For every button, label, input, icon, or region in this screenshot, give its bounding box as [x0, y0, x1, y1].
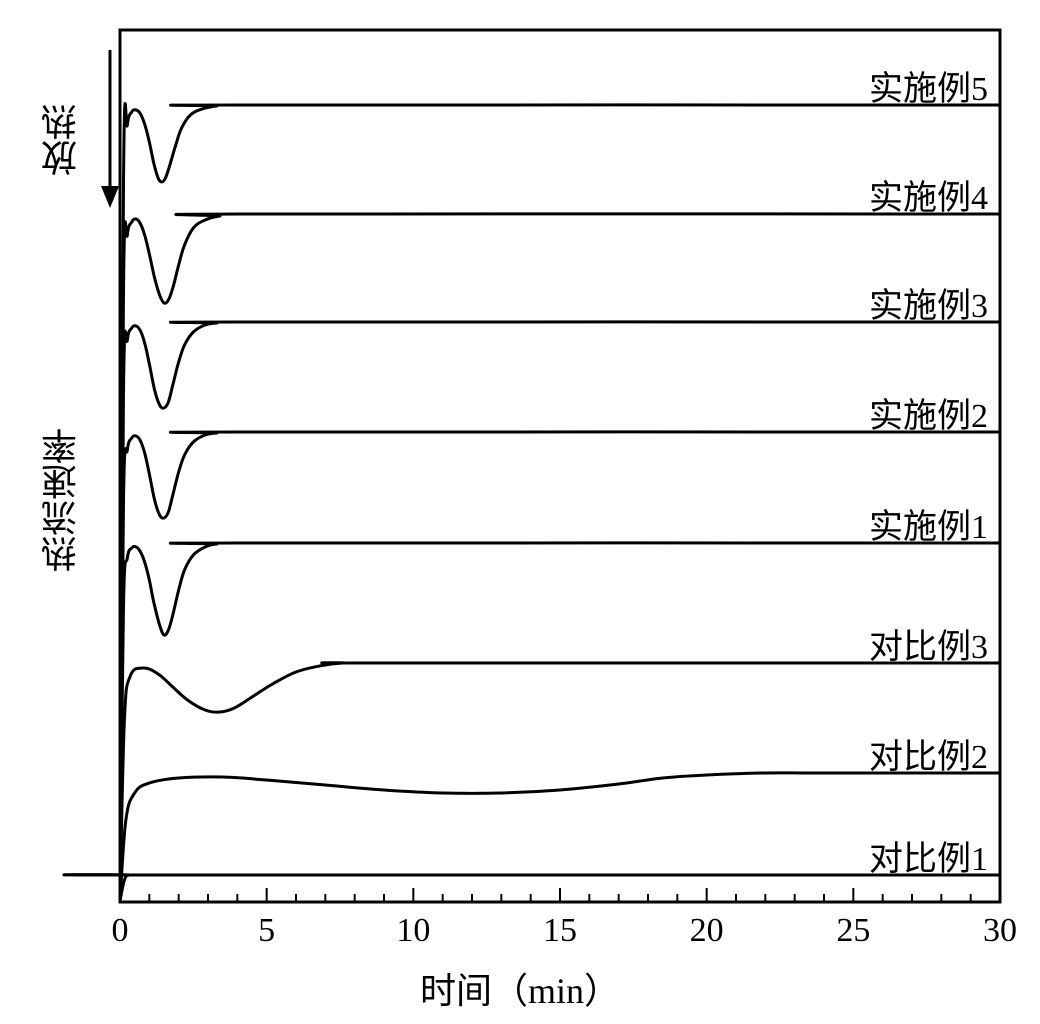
x-tick-label: 15	[520, 912, 600, 950]
series-label-对比例3: 对比例3	[869, 619, 988, 668]
x-tick-label: 0	[80, 912, 160, 950]
x-tick-label: 30	[960, 912, 1040, 950]
x-tick-label: 5	[227, 912, 307, 950]
x-tick-label: 20	[667, 912, 747, 950]
series-label-实施例3: 实施例3	[869, 278, 988, 327]
x-tick-label: 10	[373, 912, 453, 950]
series-label-实施例2: 实施例2	[869, 388, 988, 437]
y-axis-label-top: 放热	[36, 60, 88, 220]
series-label-实施例1: 实施例1	[869, 499, 988, 548]
series-label-实施例5: 实施例5	[869, 61, 988, 110]
series-label-对比例2: 对比例2	[869, 729, 988, 778]
y-axis-label-bottom: 热流速率	[36, 370, 88, 630]
x-axis-label: 时间（min）	[0, 962, 1040, 1014]
series-label-实施例4: 实施例4	[869, 170, 988, 219]
x-tick-label: 25	[813, 912, 893, 950]
dsc-chart: 放热 热流速率 时间（min） 0 5 10 15 20 25 30 对比例1 对比例2 对比例…	[0, 0, 1040, 1024]
series-label-对比例1: 对比例1	[869, 831, 988, 880]
